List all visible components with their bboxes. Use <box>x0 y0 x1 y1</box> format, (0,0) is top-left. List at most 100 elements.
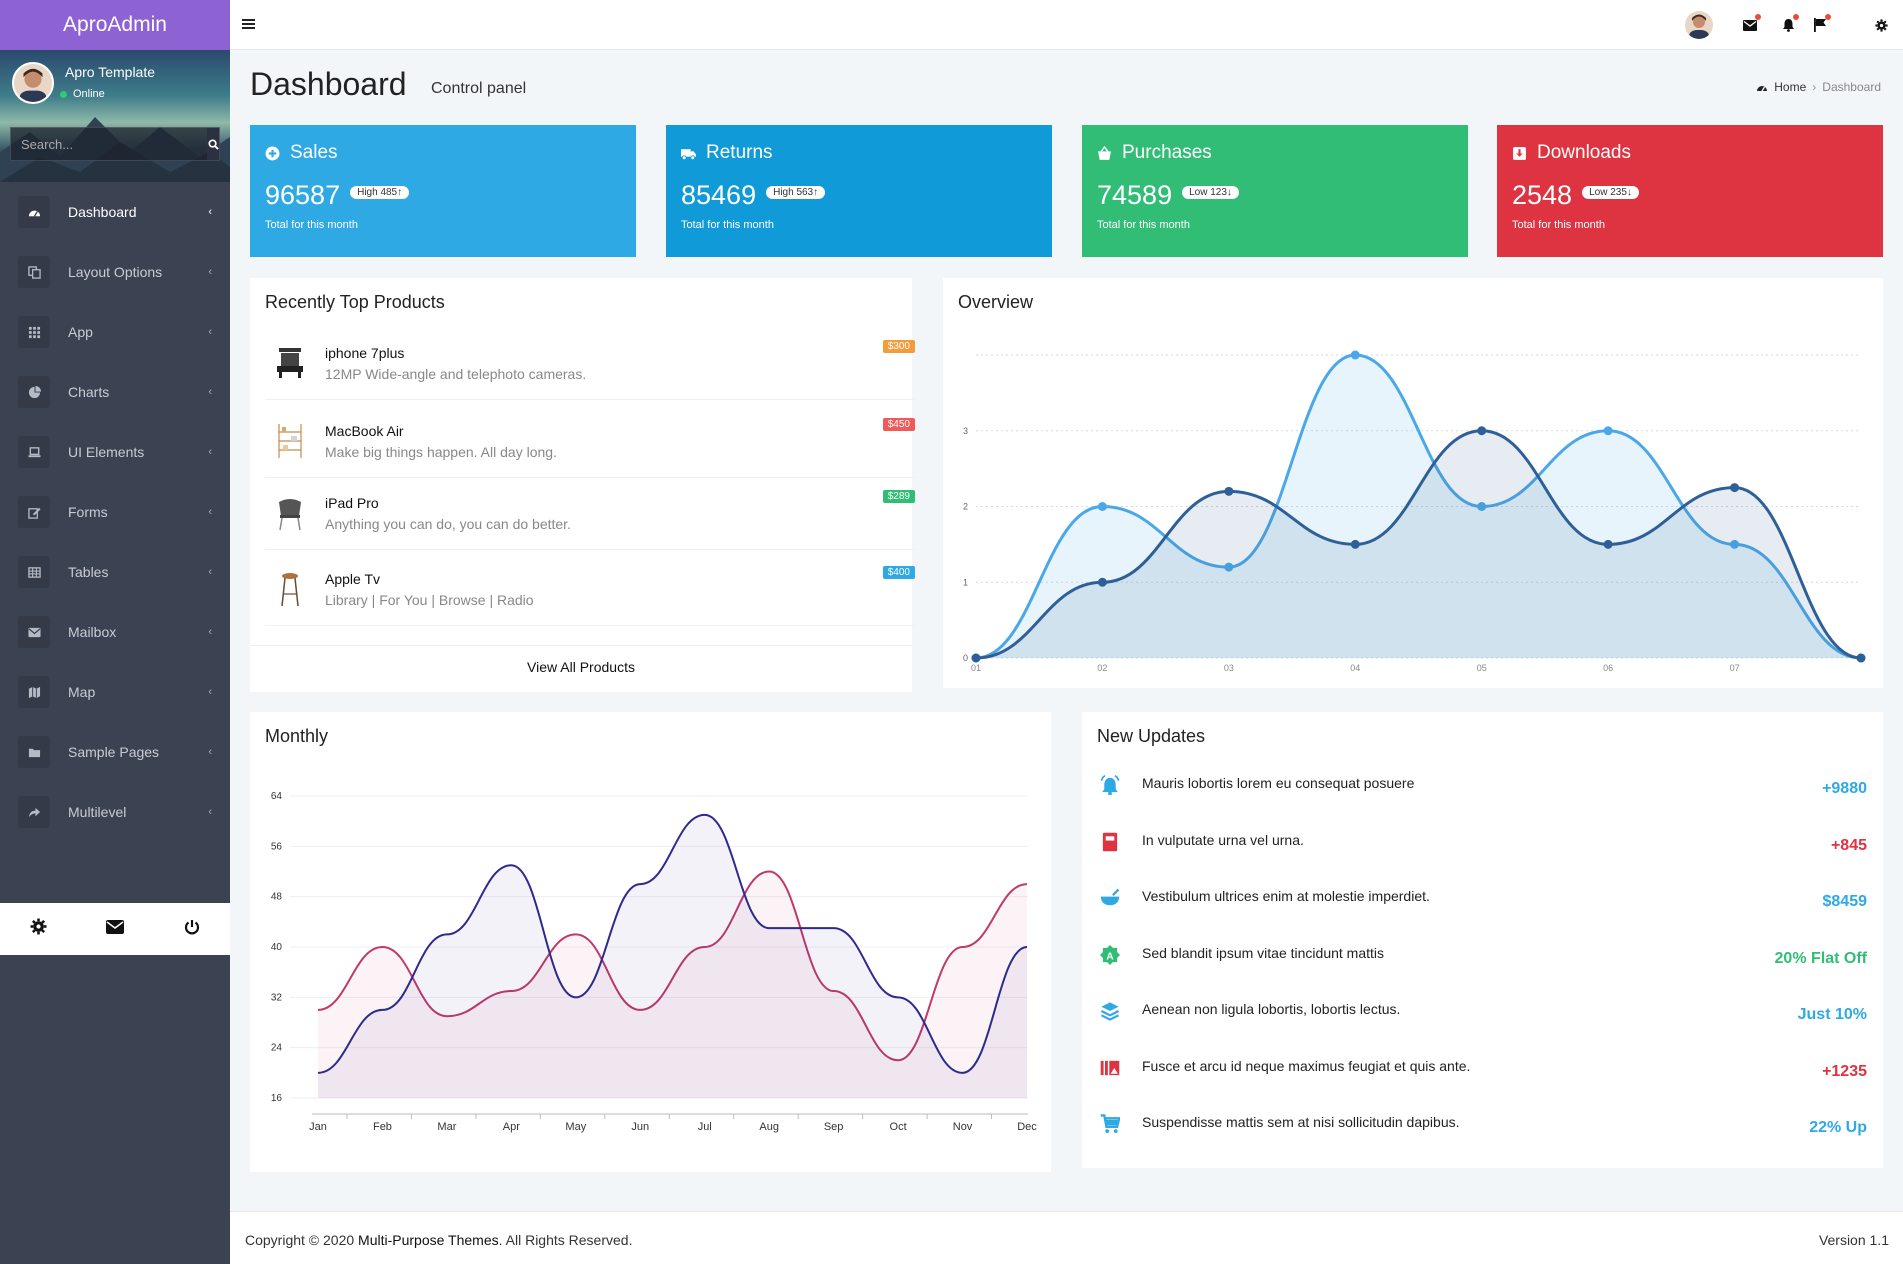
data-point[interactable] <box>1477 502 1487 511</box>
list-item[interactable]: iphone 7plus 12MP Wide-angle and telepho… <box>265 328 915 400</box>
user-status: Online <box>60 88 105 100</box>
x-tick-label: Jul <box>698 1121 712 1133</box>
list-item[interactable]: Fusce et arcu id neque maximus feugiat e… <box>1097 1055 1867 1111</box>
update-icon <box>1097 772 1123 798</box>
list-item[interactable]: In vulputate urna vel urna. +845 <box>1097 829 1867 885</box>
bell-icon <box>1782 19 1794 32</box>
list-item[interactable]: Mauris lobortis lorem eu consequat posue… <box>1097 772 1867 828</box>
trend-up-icon: ↑ <box>397 187 403 198</box>
sidebar-item-sample-pages[interactable]: Sample Pages ‹ <box>0 722 230 782</box>
mail-button[interactable] <box>106 919 125 939</box>
data-point[interactable] <box>971 653 981 663</box>
data-point[interactable] <box>1730 483 1740 493</box>
chevron-left-icon: ‹ <box>208 746 212 758</box>
search-button[interactable] <box>207 128 219 160</box>
sidebar-item-ui-elements[interactable]: UI Elements ‹ <box>0 422 230 482</box>
x-tick-label: 05 <box>1477 663 1487 673</box>
data-point[interactable] <box>1224 562 1234 572</box>
dashboard-icon <box>1757 86 1768 92</box>
product-thumbnail-icon <box>278 424 302 458</box>
sidebar-item-mailbox[interactable]: Mailbox ‹ <box>0 602 230 662</box>
x-tick-label: Dec <box>1017 1121 1037 1133</box>
header-avatar[interactable] <box>1685 11 1713 39</box>
view-all-products-link[interactable]: View All Products <box>527 659 635 675</box>
company-link[interactable]: Multi-Purpose Themes <box>358 1232 499 1248</box>
data-point[interactable] <box>1603 426 1613 436</box>
book-icon <box>1102 832 1118 851</box>
stat-card-returns[interactable]: Returns 85469 High 563↑ Total for this m… <box>666 125 1052 257</box>
list-item[interactable]: Apple Tv Library | For You | Browse | Ra… <box>265 554 915 626</box>
data-point[interactable] <box>1097 502 1107 511</box>
sidebar-item-multilevel[interactable]: Multilevel ‹ <box>0 782 230 842</box>
sidebar-item-layout-options[interactable]: Layout Options ‹ <box>0 242 230 302</box>
sidebar-item-map[interactable]: Map ‹ <box>0 662 230 722</box>
data-point[interactable] <box>1603 539 1613 549</box>
stat-card-purchases[interactable]: Purchases 74589 Low 123↓ Total for this … <box>1082 125 1468 257</box>
list-item[interactable]: Aenean non ligula lobortis, lobortis lec… <box>1097 998 1867 1054</box>
chevron-left-icon: ‹ <box>208 206 212 218</box>
sidebar-item-charts[interactable]: Charts ‹ <box>0 362 230 422</box>
price-badge: $450 <box>882 418 915 431</box>
settings-button[interactable] <box>30 918 47 940</box>
chevron-left-icon: ‹ <box>208 326 212 338</box>
brand-logo[interactable]: AproAdmin <box>0 0 230 50</box>
product-description: Library | For You | Browse | Radio <box>325 592 534 608</box>
product-thumbnail-icon <box>277 348 303 378</box>
y-tick-label: 16 <box>271 1093 283 1104</box>
copyright-text: Copyright © 2020 Multi-Purpose Themes. A… <box>245 1232 632 1248</box>
search-input[interactable] <box>11 128 207 160</box>
data-point[interactable] <box>1730 539 1740 549</box>
data-point[interactable] <box>1856 653 1866 663</box>
product-name[interactable]: MacBook Air <box>325 423 404 439</box>
y-tick-label: 3 <box>963 426 968 436</box>
list-item[interactable]: iPad Pro Anything you can do, you can do… <box>265 478 915 550</box>
list-item[interactable]: A Sed blandit ipsum vitae tincidunt matt… <box>1097 942 1867 998</box>
cart-icon <box>1100 1114 1120 1133</box>
sidebar-item-app[interactable]: App ‹ <box>0 302 230 362</box>
product-image <box>271 570 309 608</box>
overview-title: Overview <box>958 292 1034 312</box>
messages-button[interactable] <box>1739 14 1761 36</box>
list-item[interactable]: Vestibulum ultrices enim at molestie imp… <box>1097 885 1867 941</box>
stat-footer: Total for this month <box>1097 219 1190 231</box>
folder-icon <box>28 748 40 757</box>
overview-card: Overview 0 1 2 3 01 02 03 04 05 06 07 <box>943 278 1883 688</box>
breadcrumb-home-link[interactable]: Home <box>1774 80 1807 94</box>
logout-button[interactable] <box>184 919 200 940</box>
map-icon <box>28 686 40 698</box>
stat-footer: Total for this month <box>1512 219 1605 231</box>
update-text: In vulputate urna vel urna. <box>1142 831 1304 848</box>
product-name[interactable]: Apple Tv <box>325 571 380 587</box>
data-point[interactable] <box>1350 539 1360 549</box>
sidebar-item-tables[interactable]: Tables ‹ <box>0 542 230 602</box>
sidebar-item-dashboard[interactable]: Dashboard ‹ <box>0 182 230 242</box>
user-avatar[interactable] <box>12 62 54 104</box>
update-text: Aenean non ligula lobortis, lobortis lec… <box>1142 1001 1401 1017</box>
x-tick-label: 04 <box>1350 663 1360 673</box>
chevron-left-icon: ‹ <box>208 386 212 398</box>
product-name[interactable]: iPad Pro <box>325 495 379 511</box>
list-item[interactable]: Suspendisse mattis sem at nisi sollicitu… <box>1097 1111 1867 1167</box>
data-point[interactable] <box>1477 426 1487 436</box>
data-point[interactable] <box>1350 350 1360 360</box>
product-name[interactable]: iphone 7plus <box>325 345 405 361</box>
grid-icon-wrap <box>18 316 50 348</box>
stat-card-downloads[interactable]: Downloads 2548 Low 235↓ Total for this m… <box>1497 125 1883 257</box>
sidebar-item-forms[interactable]: Forms ‹ <box>0 482 230 542</box>
price-badge: $300 <box>882 340 915 353</box>
x-tick-label: Oct <box>890 1121 907 1133</box>
data-point[interactable] <box>1224 486 1234 496</box>
laptop-icon-wrap <box>18 436 50 468</box>
settings-button[interactable] <box>1870 14 1892 36</box>
data-point[interactable] <box>1097 577 1107 587</box>
flags-button[interactable] <box>1809 14 1831 36</box>
edit-icon <box>27 507 41 519</box>
stat-card-sales[interactable]: Sales 96587 High 485↑ Total for this mon… <box>250 125 636 257</box>
list-item[interactable]: MacBook Air Make big things happen. All … <box>265 406 915 478</box>
update-icon <box>1097 1055 1123 1081</box>
y-tick-label: 56 <box>271 841 283 852</box>
envelope-icon-wrap <box>18 616 50 648</box>
notifications-button[interactable] <box>1777 14 1799 36</box>
sidebar-toggle-button[interactable] <box>242 17 255 35</box>
stat-value: 85469 <box>681 180 757 210</box>
